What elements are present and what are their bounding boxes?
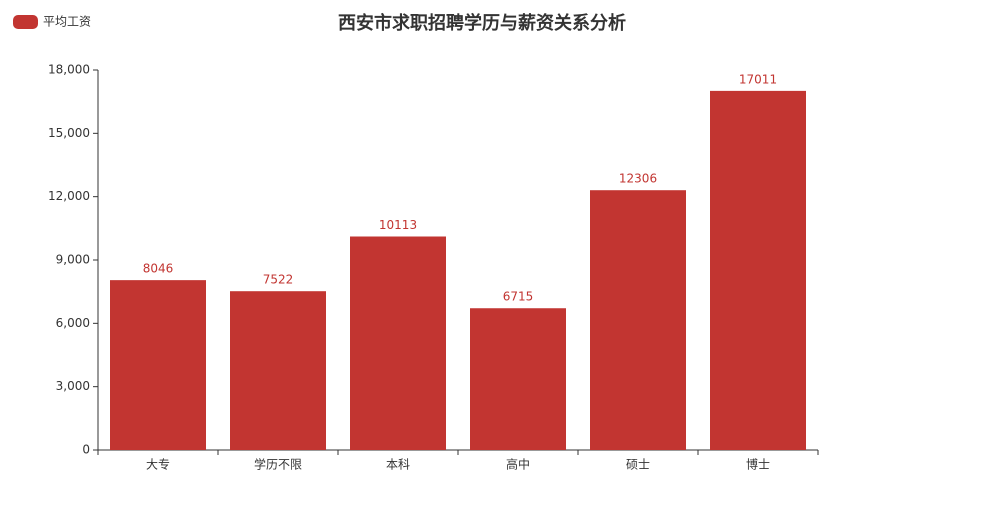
x-tick-label: 硕士 bbox=[626, 458, 650, 472]
data-label: 7522 bbox=[263, 273, 294, 287]
y-tick-label: 12,000 bbox=[48, 189, 90, 203]
bar bbox=[470, 308, 566, 450]
legend-label[interactable]: 平均工资 bbox=[43, 15, 91, 29]
data-label: 12306 bbox=[619, 172, 657, 186]
data-label: 8046 bbox=[143, 262, 174, 276]
y-tick-label: 0 bbox=[82, 443, 90, 457]
x-tick-label: 高中 bbox=[506, 457, 530, 472]
chart-title: 西安市求职招聘学历与薪资关系分析 bbox=[338, 12, 626, 34]
y-tick-label: 6,000 bbox=[56, 316, 90, 330]
y-tick-label: 18,000 bbox=[48, 63, 90, 77]
data-label: 6715 bbox=[503, 290, 534, 304]
bar bbox=[350, 236, 446, 450]
x-tick-label: 本科 bbox=[386, 458, 410, 472]
bar bbox=[590, 190, 686, 450]
data-label: 17011 bbox=[739, 72, 777, 86]
legend-swatch[interactable] bbox=[13, 15, 38, 29]
y-tick-label: 9,000 bbox=[56, 253, 90, 267]
x-tick-label: 博士 bbox=[746, 457, 770, 472]
y-tick-label: 3,000 bbox=[56, 379, 90, 393]
data-label: 10113 bbox=[379, 218, 417, 232]
bar bbox=[230, 291, 326, 450]
bar bbox=[110, 280, 206, 450]
bar bbox=[710, 90, 806, 450]
y-tick-label: 15,000 bbox=[48, 126, 90, 140]
x-tick-label: 大专 bbox=[146, 457, 170, 472]
x-tick-label: 学历不限 bbox=[254, 457, 302, 472]
